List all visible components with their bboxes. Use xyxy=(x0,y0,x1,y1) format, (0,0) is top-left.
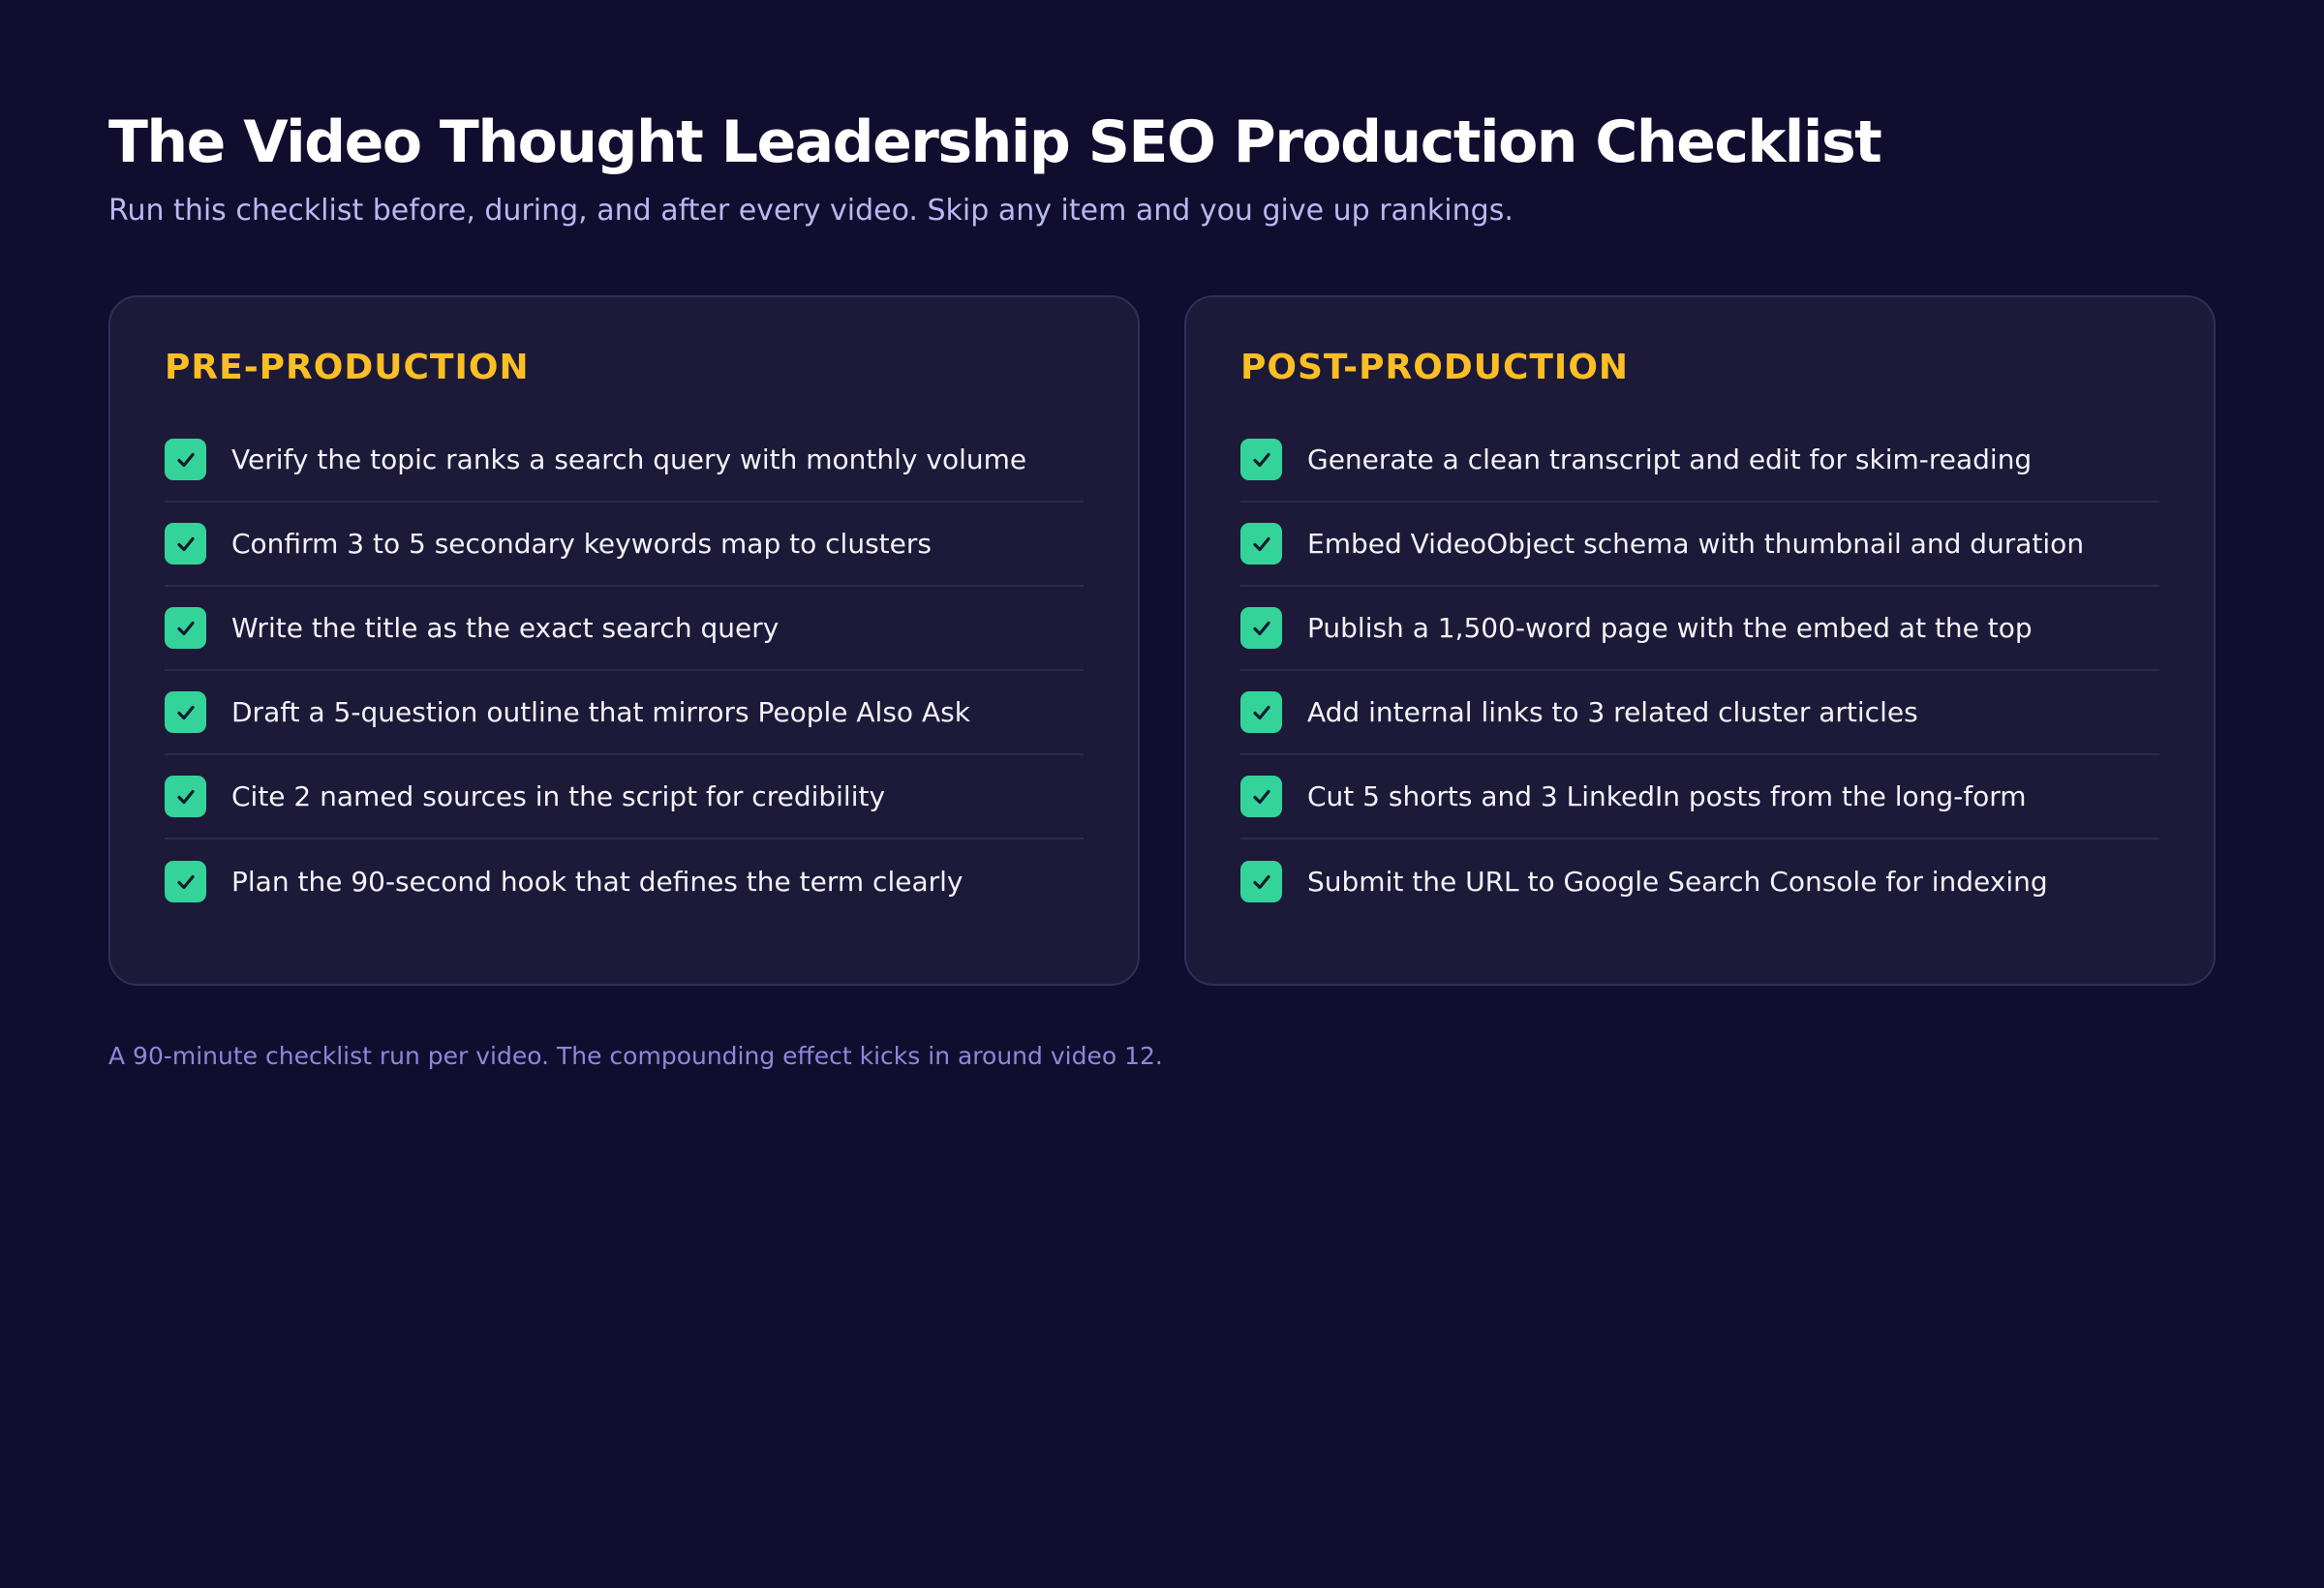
check-icon xyxy=(165,607,206,649)
checklist-item: Write the title as the exact search quer… xyxy=(165,587,1084,671)
check-icon xyxy=(165,439,206,480)
check-icon xyxy=(1240,523,1282,565)
checklist-item: Generate a clean transcript and edit for… xyxy=(1240,418,2159,503)
checklist-item: Confirm 3 to 5 secondary keywords map to… xyxy=(165,503,1084,587)
check-mark xyxy=(176,536,195,551)
check-mark xyxy=(176,621,195,635)
check-mark xyxy=(176,705,195,719)
item-text: Embed VideoObject schema with thumbnail … xyxy=(1307,528,2085,560)
item-text: Confirm 3 to 5 secondary keywords map to… xyxy=(231,528,932,560)
section-heading: POST-PRODUCTION xyxy=(1240,348,1630,387)
checklist-item: Embed VideoObject schema with thumbnail … xyxy=(1240,503,2159,587)
check-icon xyxy=(1240,691,1282,733)
check-icon xyxy=(165,861,206,902)
item-text: Cite 2 named sources in the script for c… xyxy=(231,780,886,812)
check-icon xyxy=(1240,439,1282,480)
title: The Video Thought Leadership SEO Product… xyxy=(108,108,1882,176)
check-mark xyxy=(176,789,195,804)
check-mark xyxy=(1252,789,1270,804)
item-text: Generate a clean transcript and edit for… xyxy=(1307,443,2033,475)
item-text: Write the title as the exact search quer… xyxy=(231,612,780,644)
item-text: Draft a 5-question outline that mirrors … xyxy=(231,696,970,728)
checklist-item: Draft a 5-question outline that mirrors … xyxy=(165,671,1084,755)
checklist-item: Plan the 90-second hook that defines the… xyxy=(165,840,1084,924)
check-mark xyxy=(1252,874,1270,889)
item-text: Add internal links to 3 related cluster … xyxy=(1307,696,1918,728)
footnote: A 90-minute checklist run per video. The… xyxy=(108,1042,1163,1070)
check-icon xyxy=(1240,861,1282,902)
check-icon xyxy=(165,776,206,817)
check-mark xyxy=(1252,452,1270,467)
check-icon xyxy=(1240,776,1282,817)
item-text: Cut 5 shorts and 3 LinkedIn posts from t… xyxy=(1307,780,2027,812)
subtitle: Run this checklist before, during, and a… xyxy=(108,194,1514,228)
section-card: POST-PRODUCTION Generate a clean transcri… xyxy=(1184,295,2216,986)
checklist-item: Cut 5 shorts and 3 LinkedIn posts from t… xyxy=(1240,755,2159,840)
checklist-item: Add internal links to 3 related cluster … xyxy=(1240,671,2159,755)
check-mark xyxy=(1252,621,1270,635)
check-mark xyxy=(176,452,195,467)
item-text: Submit the URL to Google Search Console … xyxy=(1307,866,2048,898)
checklist-item: Verify the topic ranks a search query wi… xyxy=(165,418,1084,503)
checklist-item: Cite 2 named sources in the script for c… xyxy=(165,755,1084,840)
check-icon xyxy=(165,691,206,733)
section-heading: PRE-PRODUCTION xyxy=(165,348,530,387)
check-mark xyxy=(1252,536,1270,551)
item-text: Publish a 1,500-word page with the embed… xyxy=(1307,612,2033,644)
item-text: Verify the topic ranks a search query wi… xyxy=(231,443,1027,475)
checklist-item: Publish a 1,500-word page with the embed… xyxy=(1240,587,2159,671)
cards: PRE-PRODUCTION Verify the topic ranks a s… xyxy=(108,295,2216,986)
checklist-item: Submit the URL to Google Search Console … xyxy=(1240,840,2159,924)
check-icon xyxy=(165,523,206,565)
check-mark xyxy=(176,874,195,889)
item-text: Plan the 90-second hook that defines the… xyxy=(231,866,963,898)
section-card: PRE-PRODUCTION Verify the topic ranks a s… xyxy=(108,295,1140,986)
check-icon xyxy=(1240,607,1282,649)
check-mark xyxy=(1252,705,1270,719)
